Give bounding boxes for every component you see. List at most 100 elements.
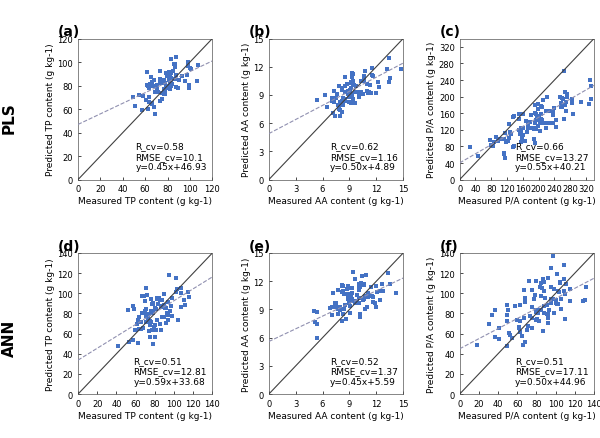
Point (145, 95, 154, 102)
Point (533, 310, 542, 317)
Point (334, 103, 344, 110)
Point (172, 288, 181, 295)
Point (536, 293, 546, 300)
Point (163, 84, 172, 91)
Point (337, 99, 347, 106)
Point (485, 137, 494, 144)
Point (539, 97, 548, 104)
Point (544, 121, 553, 128)
Point (343, 91, 353, 98)
Point (366, 90, 376, 97)
Point (359, 282, 369, 289)
Point (349, 83, 358, 90)
Point (532, 125, 541, 132)
Point (484, 321, 494, 328)
Point (179, 297, 188, 304)
Point (346, 80, 355, 87)
Point (536, 279, 546, 286)
Point (338, 288, 348, 295)
Point (312, 97, 322, 104)
Point (329, 99, 338, 106)
Point (351, 83, 361, 90)
Point (130, 306, 139, 313)
Point (128, 303, 138, 310)
Point (352, 291, 361, 298)
Point (345, 87, 355, 94)
Point (160, 80, 170, 87)
Point (147, 102, 157, 109)
Point (134, 314, 144, 321)
X-axis label: Measured AA content (g kg-1): Measured AA content (g kg-1) (268, 197, 404, 206)
Point (368, 294, 378, 301)
Point (168, 68, 178, 75)
Point (527, 325, 536, 332)
Point (562, 95, 572, 102)
Point (155, 297, 165, 304)
Point (548, 120, 557, 127)
Point (151, 326, 160, 333)
Point (192, 78, 202, 85)
Y-axis label: Predicted P/A content (g kg-1): Predicted P/A content (g kg-1) (427, 42, 436, 178)
Point (557, 104, 566, 111)
Point (383, 270, 392, 277)
Point (581, 284, 590, 291)
Point (140, 307, 149, 314)
Point (530, 291, 539, 298)
Point (540, 295, 550, 302)
Point (371, 283, 381, 290)
Point (152, 317, 162, 324)
Point (354, 95, 364, 102)
Point (385, 75, 395, 82)
Point (349, 297, 359, 304)
Point (497, 137, 507, 144)
Point (161, 320, 170, 327)
Point (148, 301, 157, 308)
Point (516, 129, 526, 136)
Point (542, 302, 552, 309)
Point (551, 300, 561, 307)
Point (344, 285, 353, 292)
Point (152, 295, 162, 302)
Point (346, 79, 356, 86)
Y-axis label: Predicted TP content (g kg-1): Predicted TP content (g kg-1) (46, 258, 55, 390)
Point (539, 287, 548, 294)
Point (543, 314, 553, 321)
Point (359, 78, 368, 85)
Point (145, 321, 155, 328)
Point (343, 88, 353, 95)
Point (312, 321, 322, 328)
Point (347, 70, 357, 77)
Point (527, 315, 537, 322)
Point (555, 279, 565, 286)
Point (503, 306, 513, 313)
Point (536, 103, 546, 110)
Point (155, 321, 164, 328)
Point (123, 306, 133, 313)
Point (343, 91, 352, 98)
Point (152, 83, 162, 90)
Point (149, 104, 159, 111)
Point (143, 318, 152, 325)
Point (535, 318, 544, 325)
Point (166, 307, 175, 314)
Point (337, 283, 347, 290)
Point (359, 281, 369, 288)
Point (346, 81, 356, 88)
Point (504, 135, 514, 142)
Point (473, 153, 483, 160)
Point (552, 270, 562, 277)
Point (338, 311, 348, 318)
Point (529, 136, 538, 143)
Point (137, 293, 147, 300)
Point (160, 91, 169, 98)
Point (544, 320, 553, 327)
Point (360, 293, 370, 300)
Point (158, 314, 167, 321)
Point (147, 80, 157, 87)
Point (166, 83, 176, 90)
Point (341, 291, 350, 298)
Point (164, 316, 173, 323)
Point (519, 314, 529, 321)
Point (519, 314, 529, 321)
Point (145, 318, 155, 325)
